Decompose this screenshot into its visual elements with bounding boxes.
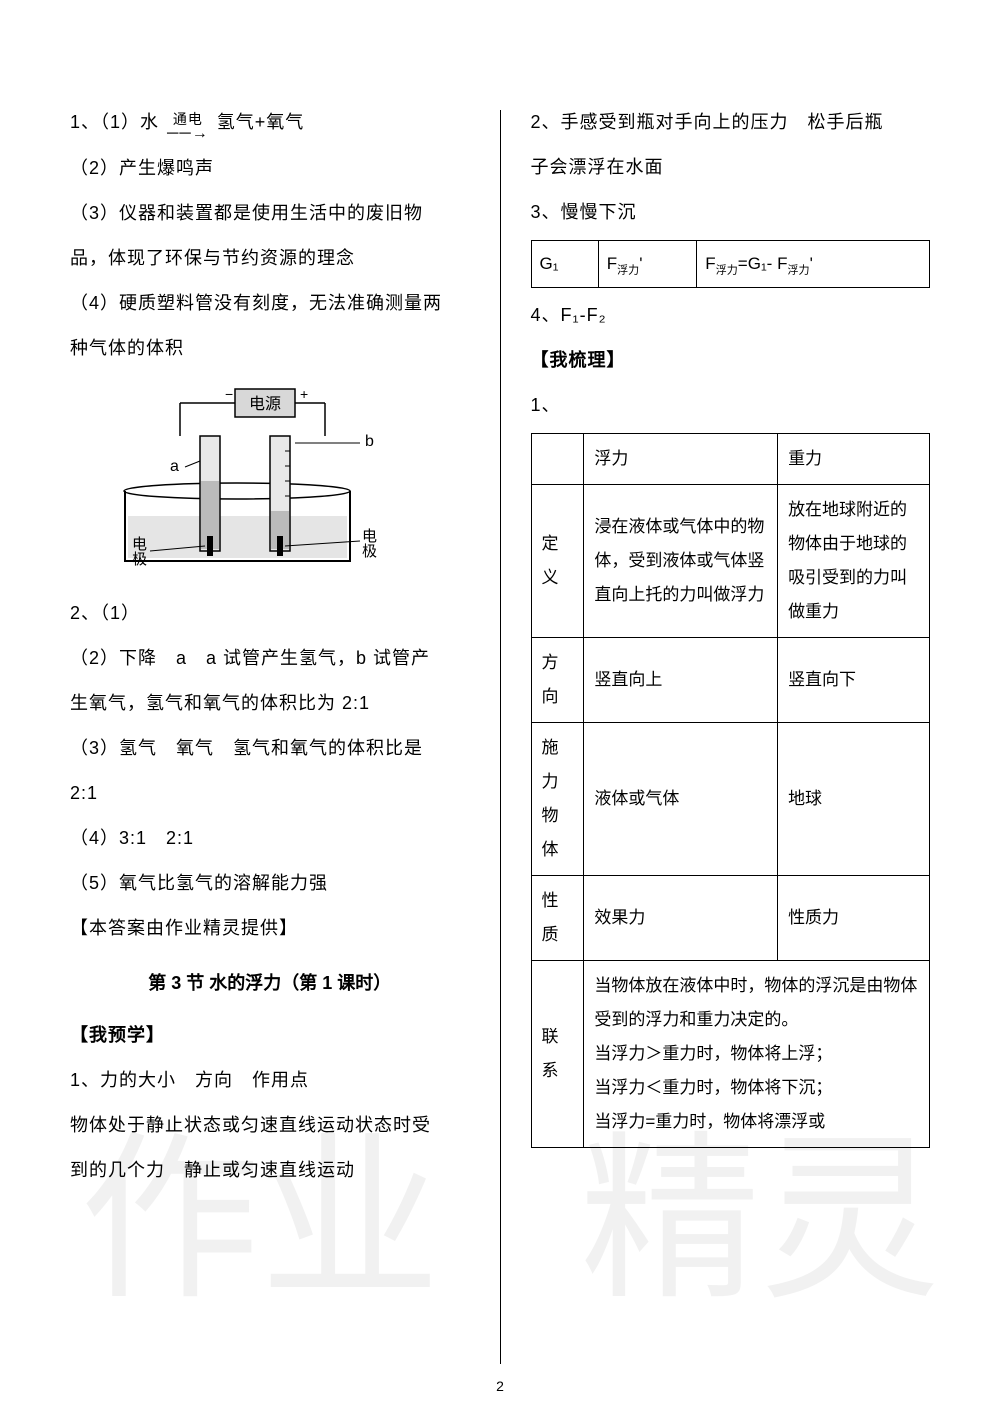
q1-2: （2）产生爆鸣声 [70, 146, 470, 191]
page-content: 1、（1）水 通电 ──→ 氢气+氧气 （2）产生爆鸣声 （3）仪器和装置都是使… [70, 100, 930, 1374]
c3-suffix: ' [810, 254, 813, 273]
r4: 4、F₁-F₂ [531, 293, 931, 338]
c2-suffix: ' [639, 254, 642, 273]
row-def-c2: 浸在液体或气体中的物体，受到液体或气体竖直向上托的力叫做浮力 [584, 485, 778, 638]
c3-sub1: 浮力 [716, 264, 738, 276]
row-dir-c3: 竖直向下 [778, 638, 930, 723]
svg-text:电源: 电源 [249, 395, 281, 413]
svg-text:极: 极 [362, 543, 377, 560]
small-table-c2: F浮力' [598, 241, 697, 288]
svg-text:−: − [225, 386, 233, 402]
c2-prefix: F [607, 254, 617, 273]
row-nature-c3: 性质力 [778, 876, 930, 961]
right-column: 2、手感受到瓶对手向上的压力 松手后瓶 子会漂浮在水面 3、慢慢下沉 G₁ F浮… [531, 100, 931, 1374]
q2-3a: （3）氢气 氧气 氢气和氧气的体积比是 [70, 726, 470, 771]
svg-text:a: a [170, 458, 179, 475]
row-obj-c3: 地球 [778, 723, 930, 876]
row-obj-c2: 液体或气体 [584, 723, 778, 876]
column-divider [500, 110, 501, 1364]
th-buoyancy: 浮力 [584, 434, 778, 485]
row-dir-label: 方向 [531, 638, 584, 723]
svg-text:极: 极 [132, 551, 147, 568]
page-number: 2 [496, 1378, 504, 1394]
small-table-c3: F浮力=G₁- F浮力' [697, 241, 930, 288]
row-rel-label: 联系 [531, 961, 584, 1148]
svg-text:+: + [300, 386, 308, 402]
row-def-label: 定义 [531, 485, 584, 638]
section-3-title: 第 3 节 水的浮力（第 1 课时） [70, 969, 470, 995]
q2-4: （4）3:1 2:1 [70, 816, 470, 861]
q2-2b: 生氧气，氢气和氧气的体积比为 2:1 [70, 681, 470, 726]
th-empty [531, 434, 584, 485]
small-table-c1: G₁ [531, 241, 598, 288]
q1-4a: （4）硬质塑料管没有刻度，无法准确测量两 [70, 281, 470, 326]
q2-2a: （2）下降 a a 试管产生氢气，b 试管产 [70, 636, 470, 681]
q1-3b: 品，体现了环保与节约资源的理念 [70, 236, 470, 281]
row-obj-label: 施力物体 [531, 723, 584, 876]
svg-text:b: b [365, 433, 374, 450]
electrolysis-diagram: 电源 − + [70, 381, 390, 581]
p1b: 物体处于静止状态或匀速直线运动状态时受 [70, 1103, 470, 1148]
c3-sub2: 浮力 [787, 264, 809, 276]
buoyancy-small-table: G₁ F浮力' F浮力=G₁- F浮力' [531, 240, 931, 288]
c3-prefix: F [705, 254, 715, 273]
q1-4b: 种气体的体积 [70, 326, 470, 371]
credit-line: 【本答案由作业精灵提供】 [70, 906, 470, 951]
row-nature-label: 性质 [531, 876, 584, 961]
r2a: 2、手感受到瓶对手向上的压力 松手后瓶 [531, 100, 931, 145]
arrow-icon: ──→ [167, 126, 209, 142]
preview-label: 【我预学】 [70, 1013, 470, 1058]
q1-1: 1、（1）水 通电 ──→ 氢气+氧气 [70, 100, 470, 146]
p1a: 1、力的大小 方向 作用点 [70, 1058, 470, 1103]
row-nature-c2: 效果力 [584, 876, 778, 961]
c2-sub: 浮力 [617, 264, 639, 276]
q1-3a: （3）仪器和装置都是使用生活中的废旧物 [70, 191, 470, 236]
q1-1-suffix: 氢气+氧气 [217, 112, 305, 132]
row-rel-text: 当物体放在液体中时，物体的浮沉是由物体受到的浮力和重力决定的。 当浮力＞重力时，… [584, 961, 930, 1148]
summary-label: 【我梳理】 [531, 338, 931, 383]
th-gravity: 重力 [778, 434, 930, 485]
q1-1-prefix: 1、（1）水 [70, 112, 159, 132]
reaction-arrow: 通电 ──→ [167, 112, 209, 142]
p1c: 到的几个力 静止或匀速直线运动 [70, 1148, 470, 1193]
left-column: 1、（1）水 通电 ──→ 氢气+氧气 （2）产生爆鸣声 （3）仪器和装置都是使… [70, 100, 470, 1374]
row-def-c3: 放在地球附近的物体由于地球的吸引受到的力叫做重力 [778, 485, 930, 638]
c3-eq: =G₁- F [738, 254, 788, 273]
q2-1: 2、（1） [70, 591, 470, 636]
row-dir-c2: 竖直向上 [584, 638, 778, 723]
r1-label: 1、 [531, 383, 931, 428]
comparison-table: 浮力 重力 定义 浸在液体或气体中的物体，受到液体或气体竖直向上托的力叫做浮力 … [531, 433, 931, 1148]
q2-3b: 2:1 [70, 771, 470, 816]
r2b: 子会漂浮在水面 [531, 145, 931, 190]
r3: 3、慢慢下沉 [531, 190, 931, 235]
q2-5: （5）氧气比氢气的溶解能力强 [70, 861, 470, 906]
reaction-condition: 通电 [173, 112, 203, 126]
